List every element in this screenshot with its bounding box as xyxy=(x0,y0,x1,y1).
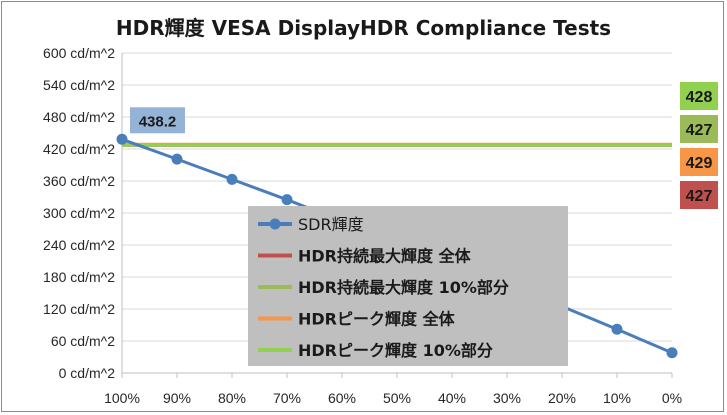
x-tick-label: 70% xyxy=(273,390,301,406)
y-tick-label: 600 cd/m^2 xyxy=(43,45,115,61)
side-label-bg xyxy=(680,115,718,143)
x-tick-label: 90% xyxy=(163,390,191,406)
legend-label: HDRピーク輝度 全体 xyxy=(298,310,456,329)
legend-label: HDR持続最大輝度 全体 xyxy=(298,247,472,266)
y-tick-label: 60 cd/m^2 xyxy=(51,333,115,349)
x-tick-label: 60% xyxy=(328,390,356,406)
legend-bg xyxy=(248,206,568,366)
data-label-sdr-first: 438.2 xyxy=(130,107,185,134)
side-label-bg xyxy=(680,82,718,110)
side-value-labels: 428 427 429 427 xyxy=(680,82,718,209)
legend-item: HDRピーク輝度 10%部分 xyxy=(258,341,493,360)
sdr-data-point xyxy=(611,323,623,335)
y-tick-label: 420 cd/m^2 xyxy=(43,141,115,157)
legend: SDR輝度 HDR持続最大輝度 全体 HDR持続最大輝度 10%部分 HDRピーク輝度… xyxy=(248,206,568,366)
side-label-text: 428 xyxy=(686,89,713,106)
legend-item: HDR持続最大輝度 10%部分 xyxy=(258,278,509,297)
x-tick-label: 10% xyxy=(603,390,631,406)
side-label-text: 429 xyxy=(686,155,713,172)
y-tick-label: 540 cd/m^2 xyxy=(43,77,115,93)
side-label-bg xyxy=(680,148,718,176)
y-tick-label: 120 cd/m^2 xyxy=(43,301,115,317)
y-tick-label: 180 cd/m^2 xyxy=(43,269,115,285)
legend-label: HDRピーク輝度 10%部分 xyxy=(298,341,493,360)
data-label-text: 438.2 xyxy=(139,113,177,130)
y-tick-label: 480 cd/m^2 xyxy=(43,109,115,125)
x-tick-label: 0% xyxy=(662,390,682,406)
x-tick-label: 80% xyxy=(218,390,246,406)
x-tick-label: 50% xyxy=(383,390,411,406)
x-tick-label: 40% xyxy=(438,390,466,406)
sdr-data-point xyxy=(116,133,128,145)
legend-marker xyxy=(269,218,281,230)
y-tick-labels: 0 cd/m^2 60 cd/m^2 120 cd/m^2 180 cd/m^2 240… xyxy=(43,45,115,381)
x-tick-label: 20% xyxy=(548,390,576,406)
y-tick-label: 240 cd/m^2 xyxy=(43,237,115,253)
x-tick-labels: 100% 90% 80% 70% 60% 50% 40% 30% 20% 10% 0% xyxy=(104,373,682,406)
y-tick-label: 300 cd/m^2 xyxy=(43,205,115,221)
legend-label: HDR持続最大輝度 10%部分 xyxy=(298,278,509,297)
sdr-data-point xyxy=(226,173,238,185)
side-label-bg xyxy=(680,181,718,209)
x-tick-label: 100% xyxy=(104,390,140,406)
sdr-data-point xyxy=(281,194,293,206)
legend-label: SDR輝度 xyxy=(298,215,364,234)
legend-item: HDRピーク輝度 全体 xyxy=(258,310,456,329)
sdr-data-point xyxy=(171,153,183,165)
data-label-bg xyxy=(130,107,185,134)
chart-title: HDR輝度 VESA DisplayHDR Compliance Tests xyxy=(115,16,612,40)
side-label-text: 427 xyxy=(686,188,713,205)
hdr-series-lines xyxy=(122,142,672,147)
legend-item: SDR輝度 xyxy=(258,215,364,234)
side-label-text: 427 xyxy=(686,122,713,139)
sdr-data-point xyxy=(666,347,678,359)
x-tick-label: 30% xyxy=(493,390,521,406)
y-tick-label: 360 cd/m^2 xyxy=(43,173,115,189)
y-tick-label: 0 cd/m^2 xyxy=(59,365,116,381)
legend-item: HDR持続最大輝度 全体 xyxy=(258,247,472,266)
